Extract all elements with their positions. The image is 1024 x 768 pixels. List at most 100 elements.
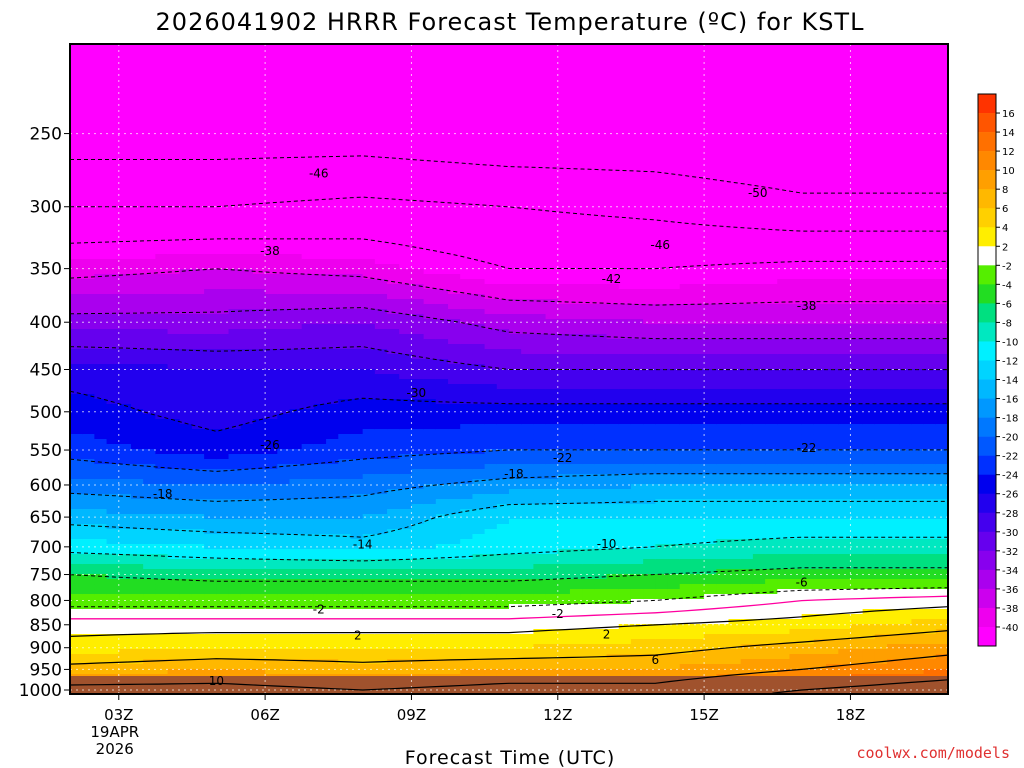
temperature-cell	[130, 404, 144, 410]
temperature-cell	[374, 464, 388, 470]
temperature-cell	[338, 609, 352, 615]
temperature-cell	[350, 359, 364, 365]
temperature-cell	[167, 339, 181, 345]
temperature-cell	[252, 129, 266, 135]
temperature-cell	[313, 474, 327, 480]
temperature-cell	[387, 439, 400, 445]
temperature-cell	[387, 104, 400, 110]
temperature-cell	[509, 379, 522, 385]
temperature-cell	[362, 499, 376, 505]
temperature-cell	[167, 309, 181, 315]
temperature-cell	[350, 159, 364, 165]
temperature-cell	[338, 614, 352, 620]
temperature-cell	[338, 114, 352, 120]
temperature-cell	[240, 404, 254, 410]
temperature-cell	[313, 264, 327, 270]
temperature-cell	[130, 114, 144, 120]
temperature-cell	[167, 369, 181, 375]
temperature-cell	[509, 124, 522, 130]
temperature-cell	[130, 459, 144, 465]
temperature-cell	[435, 259, 449, 265]
temperature-cell	[338, 209, 352, 215]
temperature-cell	[326, 354, 339, 360]
temperature-cell	[118, 629, 132, 635]
temperature-cell	[387, 584, 400, 590]
temperature-cell	[301, 584, 315, 590]
temperature-cell	[216, 249, 230, 255]
temperature-cell	[472, 564, 486, 570]
temperature-cell	[387, 559, 400, 565]
temperature-cell	[143, 289, 156, 295]
temperature-cell	[155, 364, 169, 370]
temperature-cell	[460, 224, 474, 230]
temperature-cell	[252, 494, 266, 500]
temperature-cell	[216, 209, 230, 215]
temperature-cell	[448, 284, 461, 290]
temperature-cell	[204, 104, 217, 110]
temperature-cell	[228, 429, 242, 435]
temperature-cell	[472, 434, 486, 440]
temperature-cell	[191, 454, 205, 460]
temperature-cell	[521, 649, 534, 655]
temperature-cell	[167, 414, 181, 420]
temperature-cell	[496, 59, 510, 65]
temperature-cell	[448, 364, 461, 370]
temperature-cell	[130, 219, 144, 225]
temperature-cell	[252, 314, 266, 320]
temperature-cell	[167, 644, 181, 650]
temperature-cell	[460, 234, 474, 240]
temperature-cell	[277, 204, 291, 210]
temperature-cell	[265, 379, 278, 385]
temperature-cell	[313, 624, 327, 630]
temperature-cell	[326, 219, 339, 225]
temperature-cell	[313, 579, 327, 585]
temperature-cell	[277, 484, 291, 490]
temperature-cell	[350, 94, 364, 100]
temperature-cell	[472, 624, 486, 630]
temperature-cell	[179, 119, 193, 125]
temperature-cell	[301, 99, 315, 105]
temperature-cell	[240, 354, 254, 360]
temperature-cell	[70, 609, 83, 615]
temperature-cell	[277, 74, 291, 80]
temperature-cell	[289, 324, 303, 330]
temperature-cell	[240, 239, 254, 245]
temperature-cell	[94, 194, 108, 200]
temperature-cell	[94, 464, 108, 470]
temperature-cell	[423, 369, 437, 375]
temperature-cell	[179, 139, 193, 145]
temperature-cell	[362, 114, 376, 120]
temperature-cell	[411, 519, 425, 525]
temperature-cell	[399, 279, 413, 285]
temperature-cell	[130, 629, 144, 635]
temperature-cell	[509, 179, 522, 185]
temperature-cell	[521, 659, 534, 665]
temperature-cell	[204, 459, 217, 465]
temperature-cell	[82, 649, 95, 655]
temperature-cell	[423, 529, 437, 535]
temperature-cell	[472, 619, 486, 625]
temperature-cell	[204, 549, 217, 555]
temperature-cell	[313, 439, 327, 445]
temperature-cell	[240, 64, 254, 70]
temperature-cell	[143, 484, 156, 490]
temperature-cell	[399, 584, 413, 590]
temperature-cell	[350, 189, 364, 195]
temperature-cell	[435, 539, 449, 545]
temperature-cell	[313, 124, 327, 130]
temperature-cell	[204, 534, 217, 540]
temperature-cell	[82, 284, 95, 290]
temperature-cell	[240, 109, 254, 115]
temperature-cell	[130, 594, 144, 600]
temperature-cell	[496, 584, 510, 590]
temperature-cell	[70, 539, 83, 545]
temperature-cell	[338, 129, 352, 135]
temperature-cell	[521, 469, 534, 475]
temperature-cell	[228, 419, 242, 425]
temperature-cell	[301, 44, 315, 50]
temperature-cell	[70, 189, 83, 195]
temperature-cell	[143, 94, 156, 100]
temperature-cell	[167, 169, 181, 175]
temperature-cell	[326, 494, 339, 500]
temperature-cell	[484, 209, 498, 215]
